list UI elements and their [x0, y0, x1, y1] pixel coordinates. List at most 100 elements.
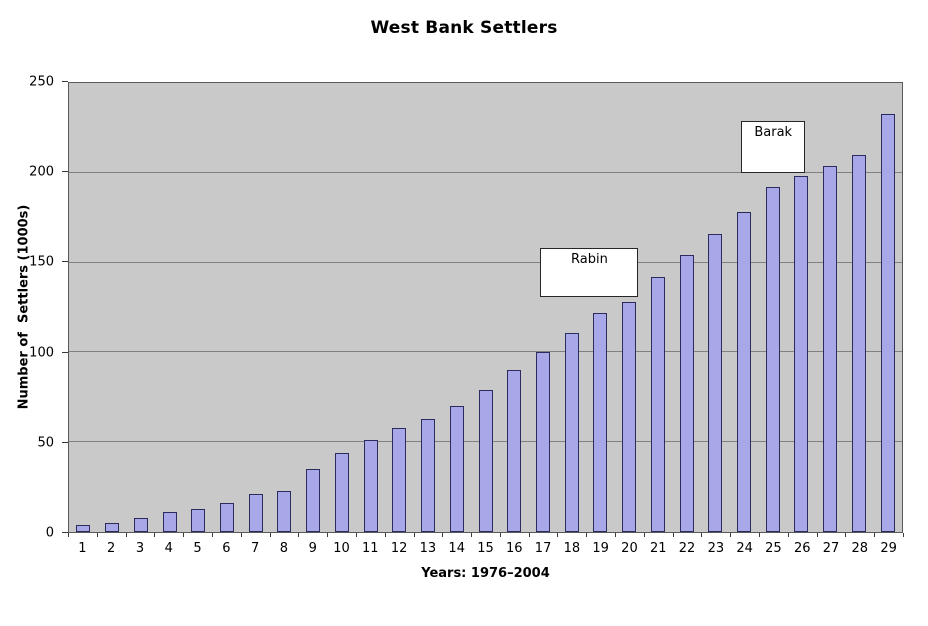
bar-year-26 — [794, 176, 809, 532]
x-tick-mark-5 — [211, 533, 213, 537]
y-tick-mark-0 — [62, 532, 68, 533]
x-tick-mark-15 — [499, 533, 501, 537]
x-tick-label-4: 4 — [164, 541, 173, 556]
x-tick-label-15: 15 — [477, 541, 494, 556]
bar-year-5 — [191, 508, 206, 532]
bar-year-11 — [363, 440, 378, 532]
bar-year-25 — [765, 187, 780, 532]
x-tick-label-8: 8 — [279, 541, 289, 556]
gridline-150 — [69, 261, 902, 263]
x-tick-label-7: 7 — [251, 541, 260, 556]
x-tick-label-21: 21 — [649, 541, 667, 556]
bar-year-18 — [564, 332, 579, 532]
x-tick-mark-6 — [240, 533, 242, 537]
x-tick-label-12: 12 — [390, 541, 408, 556]
x-tick-mark-25 — [787, 533, 789, 537]
x-tick-mark-26 — [816, 533, 818, 537]
bar-year-20 — [622, 302, 637, 532]
x-tick-mark-4 — [183, 533, 185, 537]
bar-year-29 — [880, 113, 895, 532]
x-tick-mark-3 — [154, 533, 156, 537]
x-tick-mark-29 — [903, 533, 904, 537]
x-tick-mark-24 — [759, 533, 761, 537]
x-axis-tick-labels: 1 2 3 4 5 6 7 8 9 10 11 12 13 14 15 16 17 18 19 20 21 22 23 24 2… — [68, 541, 903, 559]
annotation-barak: Barak — [741, 120, 806, 173]
bar-year-7 — [248, 494, 263, 532]
x-tick-mark-8 — [298, 533, 300, 537]
y-tick-mark-150 — [62, 261, 68, 263]
x-tick-label-13: 13 — [419, 541, 437, 556]
annotation-rabin: Rabin — [540, 248, 639, 298]
x-tick-label-18: 18 — [563, 541, 581, 556]
plot-area: Rabin Barak — [68, 82, 903, 533]
x-tick-mark-19 — [615, 533, 617, 537]
x-tick-mark-12 — [413, 533, 415, 537]
gridline-100 — [69, 351, 902, 353]
x-tick-label-26: 26 — [793, 541, 811, 556]
bar-year-12 — [392, 427, 407, 532]
x-tick-label-1: 1 — [78, 541, 87, 556]
bar-year-17 — [535, 352, 550, 532]
y-tick-mark-100 — [62, 351, 68, 353]
bar-year-27 — [823, 165, 838, 532]
x-tick-mark-21 — [672, 533, 674, 537]
x-tick-label-11: 11 — [362, 541, 379, 556]
x-tick-mark-7 — [269, 533, 271, 537]
x-tick-mark-14 — [471, 533, 473, 537]
x-axis-ticks — [68, 533, 904, 538]
y-tick-label-100: 100 — [29, 345, 54, 361]
bar-year-3 — [133, 517, 148, 532]
x-tick-label-6: 6 — [222, 541, 231, 556]
gridline-200 — [69, 171, 902, 173]
x-tick-mark-2 — [125, 533, 127, 537]
x-tick-label-29: 29 — [880, 541, 897, 556]
y-tick-label-150: 150 — [29, 254, 54, 270]
x-tick-label-2: 2 — [107, 541, 116, 556]
x-tick-label-24: 24 — [736, 541, 753, 556]
x-axis-title: Years: 1976–2004 — [421, 566, 550, 581]
x-tick-label-19: 19 — [592, 541, 609, 556]
bar-year-4 — [162, 512, 177, 532]
bar-year-8 — [277, 490, 292, 532]
y-tick-label-50: 50 — [37, 435, 54, 451]
x-tick-mark-9 — [327, 533, 329, 537]
x-tick-mark-17 — [557, 533, 559, 537]
x-tick-label-23: 23 — [707, 541, 725, 556]
x-tick-mark-16 — [528, 533, 530, 537]
bar-year-13 — [421, 418, 436, 532]
y-tick-mark-50 — [62, 441, 68, 443]
x-tick-label-9: 9 — [308, 541, 317, 556]
x-tick-mark-28 — [874, 533, 876, 537]
x-tick-mark-10 — [355, 533, 357, 537]
bar-year-1 — [76, 524, 91, 532]
y-axis-ticks — [62, 81, 68, 533]
x-tick-label-10: 10 — [333, 541, 350, 556]
x-tick-mark-20 — [643, 533, 645, 537]
x-tick-mark-13 — [442, 533, 444, 537]
x-tick-label-27: 27 — [822, 541, 840, 556]
x-tick-mark-23 — [730, 533, 732, 537]
x-tick-label-28: 28 — [851, 541, 869, 556]
x-tick-label-3: 3 — [135, 541, 145, 556]
bar-year-2 — [105, 523, 120, 532]
x-tick-label-14: 14 — [448, 541, 465, 556]
y-tick-label-200: 200 — [29, 164, 54, 180]
y-tick-label-250: 250 — [29, 74, 54, 90]
x-tick-mark-11 — [384, 533, 386, 537]
bar-year-24 — [737, 212, 752, 532]
bar-year-14 — [449, 406, 464, 532]
y-axis-tick-labels: 0 50 100 150 200 250 — [0, 75, 60, 541]
x-tick-mark-18 — [586, 533, 588, 537]
x-tick-label-17: 17 — [534, 541, 552, 556]
x-tick-mark-22 — [701, 533, 703, 537]
bar-year-23 — [708, 233, 723, 532]
x-tick-label-20: 20 — [621, 541, 638, 556]
x-tick-label-16: 16 — [506, 541, 523, 556]
bar-year-10 — [334, 452, 349, 532]
y-tick-mark-250 — [62, 81, 68, 82]
bar-year-6 — [219, 503, 234, 532]
x-tick-label-22: 22 — [678, 541, 696, 556]
x-tick-label-25: 25 — [765, 541, 782, 556]
x-tick-mark-1 — [96, 533, 98, 537]
